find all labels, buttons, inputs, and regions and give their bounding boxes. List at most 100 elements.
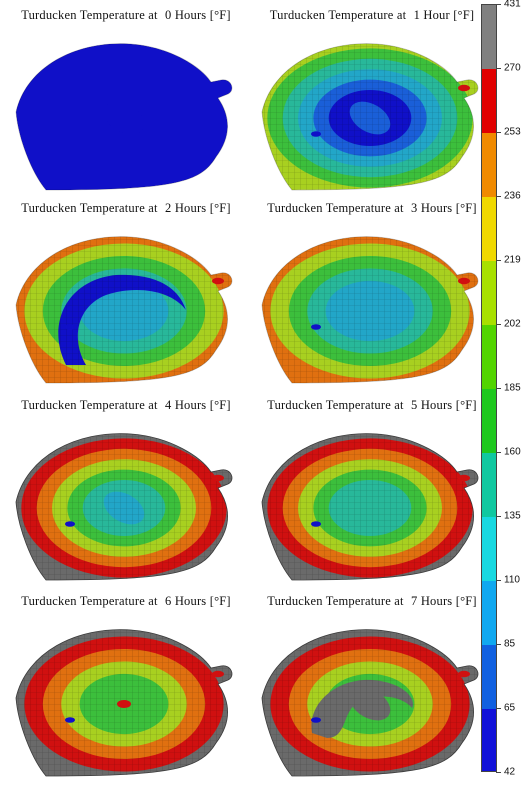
colorbar-tick-mark	[496, 580, 501, 581]
colorbar-tick-mark	[496, 260, 501, 261]
hours-label: 5 Hours	[411, 398, 453, 412]
colorbar-segment	[482, 197, 496, 262]
mesh-grid-overlay	[262, 43, 478, 190]
panel-title: Turducken Temperature at 4 Hours [°F]	[6, 398, 246, 413]
mesh-outline	[15, 433, 233, 581]
colorbar-tick-label: 110	[504, 574, 520, 586]
cold-probe-icon	[311, 131, 321, 137]
colorbar-tick-mark	[496, 772, 501, 773]
panel-0h: Turducken Temperature at 0 Hours [°F]	[6, 8, 246, 198]
mesh-body	[16, 236, 232, 383]
hot-probe-icon	[458, 670, 470, 678]
colorbar-tick-label: 185	[504, 382, 521, 394]
colorbar-segment	[482, 5, 496, 70]
title-prefix: Turducken Temperature at	[21, 201, 158, 215]
panel-title: Turducken Temperature at 7 Hours [°F]	[252, 594, 492, 609]
mesh-outline	[261, 629, 479, 777]
mesh-grid-overlay	[262, 629, 478, 776]
title-prefix: Turducken Temperature at	[269, 8, 407, 22]
mesh-outline	[15, 236, 233, 384]
mesh-grid-overlay	[16, 629, 232, 776]
colorbar-tick-label: 65	[504, 702, 516, 714]
mesh-body	[262, 629, 478, 776]
hours-label: 0 Hours	[165, 8, 207, 22]
panel-5h: Turducken Temperature at 5 Hours [°F]	[252, 398, 492, 588]
hot-probe-icon	[212, 277, 224, 285]
mesh-grid-overlay	[262, 433, 478, 580]
panel-7h: Turducken Temperature at 7 Hours [°F]	[252, 594, 492, 784]
colorbar-tick-label: 135	[504, 510, 521, 522]
hot-probe-icon	[458, 474, 470, 482]
colorbar-tick-label: 431	[504, 0, 521, 10]
mesh-outline	[261, 43, 479, 191]
mesh-outline	[15, 43, 233, 191]
turducken-mesh-2h	[15, 236, 233, 384]
colorbar-tick-mark	[496, 324, 501, 325]
title-unit: [°F]	[455, 398, 477, 412]
panel-title: Turducken Temperature at 0 Hours [°F]	[6, 8, 246, 23]
hours-label: 4 Hours	[165, 398, 207, 412]
colorbar-tick-mark	[496, 132, 501, 133]
mesh-grid-overlay	[16, 236, 232, 383]
turducken-mesh-3h	[261, 236, 479, 384]
title-unit: [°F]	[209, 594, 231, 608]
hot-probe-icon	[212, 474, 224, 482]
colorbar-tick-label: 253	[504, 126, 521, 138]
cold-probe-icon	[311, 324, 321, 330]
turducken-mesh-6h	[15, 629, 233, 777]
mesh-grid-overlay	[16, 433, 232, 580]
title-prefix: Turducken Temperature at	[21, 8, 158, 22]
colorbar-segment	[482, 709, 496, 771]
colorbar-segment	[482, 645, 496, 710]
mesh-outline	[15, 629, 233, 777]
title-unit: [°F]	[453, 8, 475, 22]
mesh-outline	[261, 433, 479, 581]
title-prefix: Turducken Temperature at	[21, 398, 158, 412]
title-prefix: Turducken Temperature at	[267, 398, 404, 412]
hours-label: 2 Hours	[165, 201, 207, 215]
mesh-outline	[261, 236, 479, 384]
mesh-body	[16, 433, 232, 580]
panel-6h: Turducken Temperature at 6 Hours [°F]	[6, 594, 246, 784]
turducken-mesh-5h	[261, 433, 479, 581]
title-prefix: Turducken Temperature at	[267, 201, 404, 215]
cold-probe-icon	[65, 521, 75, 527]
panel-title: Turducken Temperature at 5 Hours [°F]	[252, 398, 492, 413]
colorbar-tick-label: 236	[504, 190, 521, 202]
colorbar-tick-mark	[496, 196, 501, 197]
title-unit: [°F]	[209, 8, 231, 22]
colorbar-segment	[482, 389, 496, 454]
mesh-body	[262, 236, 478, 383]
colorbar-tick-mark	[496, 452, 501, 453]
panel-title: Turducken Temperature at 6 Hours [°F]	[6, 594, 246, 609]
mesh-body	[16, 629, 232, 776]
panel-3h: Turducken Temperature at 3 Hours [°F]	[252, 201, 492, 391]
colorbar-tick-mark	[496, 644, 501, 645]
colorbar-segment	[482, 581, 496, 646]
mesh-body	[16, 43, 232, 190]
colorbar-segment	[482, 517, 496, 582]
title-unit: [°F]	[209, 398, 231, 412]
colorbar-segment	[482, 325, 496, 390]
hours-label: 1 Hour	[413, 8, 450, 22]
center-hot-spot	[117, 700, 131, 708]
colorbar-segment	[482, 261, 496, 326]
colorbar-segment	[482, 133, 496, 198]
hours-label: 6 Hours	[165, 594, 207, 608]
colorbar-tick-label: 85	[504, 638, 516, 650]
title-prefix: Turducken Temperature at	[267, 594, 404, 608]
panel-title: Turducken Temperature at 3 Hours [°F]	[252, 201, 492, 216]
title-unit: [°F]	[209, 201, 231, 215]
colorbar-segment	[482, 453, 496, 518]
temperature-colorbar	[481, 4, 497, 772]
turducken-mesh-1h	[261, 43, 479, 191]
hours-label: 3 Hours	[411, 201, 453, 215]
cold-probe-icon	[311, 717, 321, 723]
hours-label: 7 Hours	[411, 594, 453, 608]
turducken-mesh-0h	[15, 43, 233, 191]
colorbar-tick-mark	[496, 4, 501, 5]
title-prefix: Turducken Temperature at	[21, 594, 158, 608]
colorbar-segment	[482, 69, 496, 134]
colorbar-tick-mark	[496, 516, 501, 517]
colorbar-tick-mark	[496, 388, 501, 389]
